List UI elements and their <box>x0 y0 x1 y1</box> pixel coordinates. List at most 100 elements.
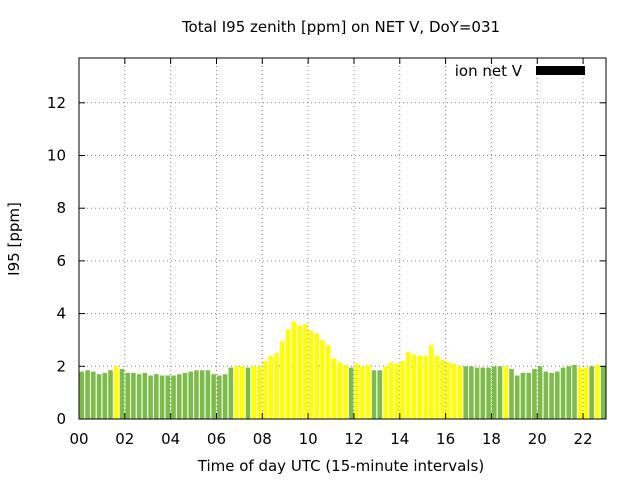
bar <box>182 372 188 419</box>
y-tick-label: 10 <box>47 146 66 164</box>
bar <box>119 368 125 419</box>
bar <box>165 375 171 419</box>
bar <box>566 366 572 419</box>
grid-lines <box>79 58 606 419</box>
bar <box>320 339 325 419</box>
bar <box>394 363 400 419</box>
bar <box>131 372 136 419</box>
bar <box>314 333 320 419</box>
bar <box>406 351 411 419</box>
x-tick-label: 12 <box>344 430 363 448</box>
bar <box>583 367 589 419</box>
legend: ion net V <box>455 62 585 80</box>
bar <box>417 355 423 419</box>
bar <box>125 372 130 419</box>
bar <box>102 372 108 419</box>
bar <box>251 366 257 419</box>
bar <box>549 372 554 419</box>
x-tick-label: 18 <box>482 430 501 448</box>
bars <box>79 321 606 419</box>
bar <box>199 370 205 419</box>
x-tick-label: 22 <box>574 430 593 448</box>
y-tick-label: 0 <box>56 410 66 428</box>
bar <box>343 364 348 419</box>
bar <box>532 368 537 419</box>
bar <box>91 371 96 419</box>
bar <box>239 366 245 419</box>
bar <box>308 330 314 419</box>
bar <box>457 366 463 419</box>
y-tick-label: 2 <box>56 357 66 375</box>
bar <box>537 366 543 419</box>
bar <box>497 366 503 419</box>
bar <box>285 329 291 419</box>
bar <box>211 374 216 419</box>
bar <box>331 358 337 419</box>
bar <box>503 366 509 419</box>
x-tick-label: 04 <box>161 430 180 448</box>
bar <box>280 341 285 419</box>
y-tick-label: 6 <box>56 252 66 270</box>
bar <box>520 372 526 419</box>
bar <box>262 361 268 419</box>
bar <box>492 366 497 419</box>
bar <box>589 366 594 419</box>
x-tick-label: 00 <box>69 430 88 448</box>
bar <box>205 370 211 419</box>
bar <box>176 374 182 419</box>
bar <box>600 366 606 419</box>
bar <box>108 370 113 419</box>
bar <box>188 371 193 419</box>
bar <box>302 324 308 419</box>
bar <box>509 368 514 419</box>
bar <box>383 366 388 419</box>
y-tick-label: 4 <box>56 305 66 323</box>
bar <box>245 367 251 419</box>
bar <box>79 371 85 419</box>
bar <box>274 353 279 419</box>
bar <box>337 362 342 419</box>
bar <box>388 362 394 419</box>
x-tick-label: 06 <box>207 430 226 448</box>
bar <box>434 355 440 419</box>
bar <box>228 367 234 419</box>
bar <box>480 367 486 419</box>
bar <box>555 371 560 419</box>
bar <box>142 372 148 419</box>
bar <box>377 370 383 419</box>
x-tick-label: 20 <box>528 430 547 448</box>
bar <box>463 366 468 419</box>
bar <box>96 374 102 419</box>
x-tick-label: 10 <box>299 430 318 448</box>
bar <box>446 362 451 419</box>
y-tick-label: 12 <box>47 94 66 112</box>
bar <box>365 364 371 419</box>
bar <box>474 367 480 419</box>
bar <box>526 372 531 419</box>
bar <box>572 364 577 419</box>
bar <box>325 345 331 419</box>
plot-frame <box>78 57 607 420</box>
bar <box>113 366 119 419</box>
x-tick-label: 16 <box>436 430 455 448</box>
bar <box>257 366 262 419</box>
bar <box>411 354 417 419</box>
bar <box>348 367 354 419</box>
bar <box>423 355 428 419</box>
x-tick-label: 02 <box>115 430 134 448</box>
bar <box>148 375 153 419</box>
bar <box>514 375 520 419</box>
bar <box>400 361 405 419</box>
x-tick-label: 14 <box>390 430 409 448</box>
bar <box>486 367 491 419</box>
y-tick-label: 8 <box>56 199 66 217</box>
bar <box>154 374 159 419</box>
legend-swatch <box>536 66 585 75</box>
bar <box>136 374 142 419</box>
bar <box>159 375 165 419</box>
bar <box>354 363 360 419</box>
bar <box>194 370 199 419</box>
bar <box>222 374 228 419</box>
bar <box>360 366 365 419</box>
